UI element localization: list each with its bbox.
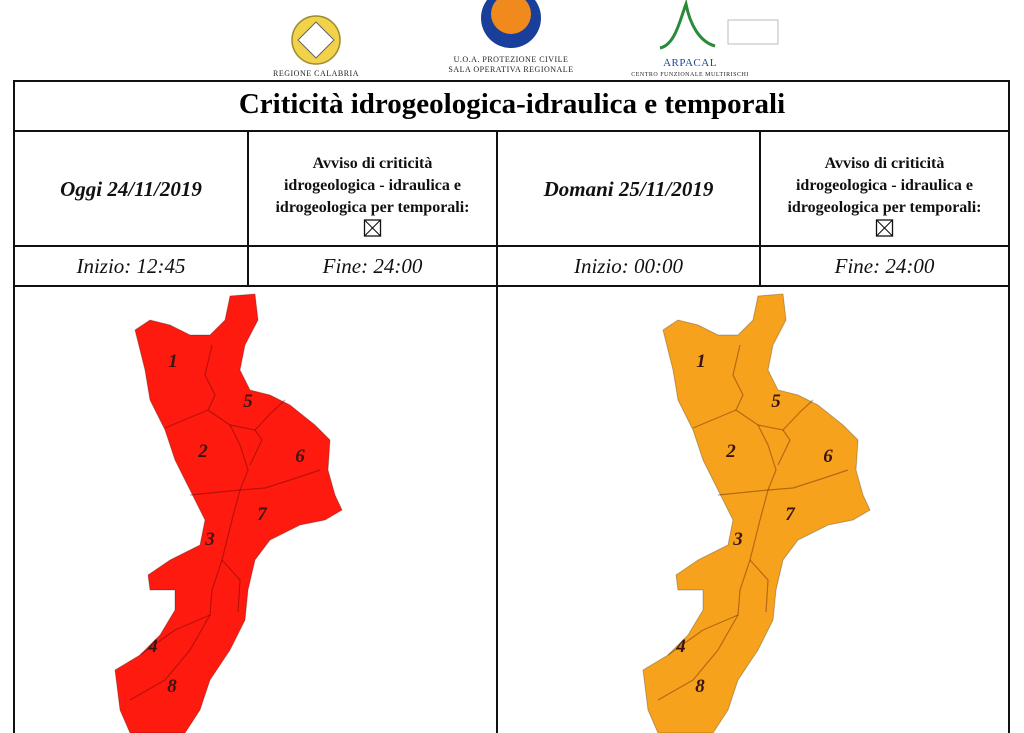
zone-border <box>732 344 814 431</box>
zone-border <box>717 469 849 496</box>
zone-label: 8 <box>167 676 177 697</box>
zone-label: 7 <box>785 504 796 525</box>
zone-label: 5 <box>771 391 781 412</box>
zone-label: 1 <box>696 351 706 372</box>
notice-line: Avviso di criticità <box>313 155 433 172</box>
notice-line: idrogeologica per temporali: <box>275 199 469 216</box>
notice-line: idrogeologica - idraulica e <box>284 177 461 194</box>
zone-label: 8 <box>695 676 705 697</box>
map: 1 5 2 6 7 3 48 <box>114 293 343 733</box>
zone-label: 1 <box>168 351 178 372</box>
date: Domani 25/11/2019 <box>543 177 714 201</box>
logo-text: U.O.A. PROTEZIONE CIVILE <box>454 55 569 64</box>
table-frame <box>13 80 1010 733</box>
notice-line: Avviso di criticità <box>825 155 945 172</box>
zone-border <box>249 429 263 466</box>
zone-label: 7 <box>257 504 268 525</box>
zone-border <box>129 614 211 701</box>
zone-label: 3 <box>204 529 215 550</box>
zone-label: 4 <box>675 636 686 657</box>
zone-border <box>692 409 737 429</box>
logo-text: ARPACAL <box>663 57 717 69</box>
end: Fine: 24:00 <box>834 254 935 278</box>
logo-text: SALA OPERATIVA REGIONALE <box>448 65 573 74</box>
zone-label: 2 <box>725 441 736 462</box>
logo-protezione: U.O.A. PROTEZIONE CIVILE SALA OPERATIVA … <box>448 0 573 74</box>
zone-label: 5 <box>243 391 253 412</box>
checkbox <box>363 219 382 237</box>
checkbox-cross <box>364 219 381 237</box>
logo-arpacal: ARPACAL CENTRO FUNZIONALE MULTIRISCHI <box>631 0 779 78</box>
notice-line: idrogeologica per temporali: <box>787 199 981 216</box>
notice-line: idrogeologica - idraulica e <box>796 177 973 194</box>
checkbox-cross <box>876 219 893 237</box>
day-panel: Oggi 24/11/2019 Avviso di criticità idroge… <box>60 155 470 733</box>
start: Inizio: 00:00 <box>573 254 684 278</box>
date: Oggi 24/11/2019 <box>60 177 202 201</box>
logo-text: REGIONE CALABRIA <box>273 69 359 78</box>
region-shape <box>642 293 871 733</box>
zone-border <box>777 429 791 466</box>
zone-label: 6 <box>295 446 305 467</box>
zone-border <box>749 559 769 613</box>
day-panel: Domani 25/11/2019 Avviso di criticità idro… <box>543 155 982 733</box>
logo-text: CENTRO FUNZIONALE MULTIRISCHI <box>631 72 749 78</box>
zone-border <box>757 424 777 491</box>
zone-label: 4 <box>147 636 158 657</box>
start: Inizio: 12:45 <box>75 254 185 278</box>
zone-border <box>667 489 769 656</box>
zone-border <box>229 424 249 491</box>
zone-label: 6 <box>823 446 833 467</box>
map: 1 5 2 6 7 3 48 <box>642 293 871 733</box>
region-shape <box>114 293 343 733</box>
end: Fine: 24:00 <box>322 254 423 278</box>
zone-border <box>221 559 241 613</box>
zone-border <box>204 344 286 431</box>
zone-border <box>189 469 321 496</box>
zone-label: 2 <box>197 441 208 462</box>
zone-label: 3 <box>732 529 743 550</box>
logo-regione: REGIONE CALABRIA <box>273 15 359 78</box>
checkbox <box>875 219 894 237</box>
title: Criticità idrogeologica-idraulica e temp… <box>239 88 785 120</box>
zone-border <box>164 409 209 429</box>
zone-border <box>139 489 241 656</box>
days: Oggi 24/11/2019 Avviso di criticità idroge… <box>60 155 982 733</box>
zone-border <box>657 614 739 701</box>
